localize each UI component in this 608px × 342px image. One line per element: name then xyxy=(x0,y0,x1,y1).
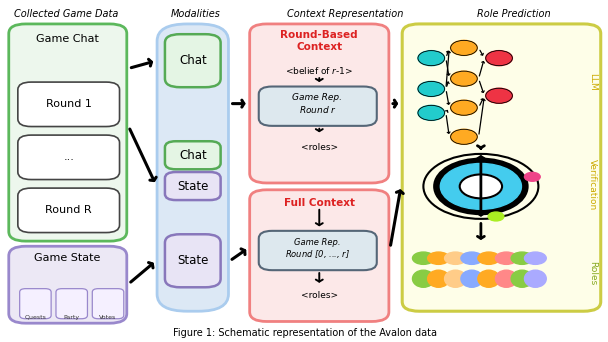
Text: Votes: Votes xyxy=(99,315,117,320)
FancyBboxPatch shape xyxy=(165,141,221,169)
Circle shape xyxy=(496,252,517,264)
Text: Roles: Roles xyxy=(589,262,598,286)
Text: Game State: Game State xyxy=(34,253,101,263)
Ellipse shape xyxy=(444,270,466,287)
FancyBboxPatch shape xyxy=(9,24,127,241)
FancyBboxPatch shape xyxy=(250,24,389,183)
Text: State: State xyxy=(177,254,209,267)
Ellipse shape xyxy=(496,270,517,287)
Circle shape xyxy=(418,81,444,96)
Circle shape xyxy=(486,88,513,103)
FancyBboxPatch shape xyxy=(92,289,124,319)
Text: Full Context: Full Context xyxy=(284,198,355,209)
FancyBboxPatch shape xyxy=(19,289,51,319)
Text: Party: Party xyxy=(64,315,80,320)
Text: <belief of $r$-1>: <belief of $r$-1> xyxy=(285,65,353,76)
Circle shape xyxy=(486,51,513,66)
FancyBboxPatch shape xyxy=(18,188,120,233)
Text: Game Rep.
Round $r$: Game Rep. Round $r$ xyxy=(292,93,342,115)
Circle shape xyxy=(451,129,477,144)
Circle shape xyxy=(412,252,434,264)
Ellipse shape xyxy=(412,270,434,287)
Text: Verification: Verification xyxy=(589,159,598,210)
Ellipse shape xyxy=(461,270,483,287)
Text: ...: ... xyxy=(63,152,74,162)
Circle shape xyxy=(440,163,522,209)
Circle shape xyxy=(511,252,533,264)
Circle shape xyxy=(444,252,466,264)
FancyBboxPatch shape xyxy=(9,246,127,323)
FancyBboxPatch shape xyxy=(250,190,389,321)
Circle shape xyxy=(488,212,504,221)
Text: Figure 1: Schematic representation of the Avalon data: Figure 1: Schematic representation of th… xyxy=(173,328,437,339)
Circle shape xyxy=(461,252,483,264)
FancyBboxPatch shape xyxy=(259,231,377,270)
Text: Game Rep.
Round [0, ..., $r$]: Game Rep. Round [0, ..., $r$] xyxy=(285,238,350,260)
Text: State: State xyxy=(177,180,209,193)
Circle shape xyxy=(418,51,444,66)
FancyBboxPatch shape xyxy=(402,24,601,311)
Circle shape xyxy=(451,100,477,115)
Text: Chat: Chat xyxy=(179,54,207,67)
FancyBboxPatch shape xyxy=(165,234,221,287)
FancyBboxPatch shape xyxy=(18,135,120,180)
Text: Round R: Round R xyxy=(46,205,92,215)
FancyBboxPatch shape xyxy=(165,34,221,87)
Circle shape xyxy=(525,252,546,264)
Text: <roles>: <roles> xyxy=(301,143,338,152)
Circle shape xyxy=(418,105,444,120)
FancyBboxPatch shape xyxy=(157,24,229,311)
Circle shape xyxy=(525,172,540,181)
Text: Round 1: Round 1 xyxy=(46,99,92,109)
Text: Quests: Quests xyxy=(24,315,46,320)
Circle shape xyxy=(451,40,477,55)
FancyBboxPatch shape xyxy=(56,289,88,319)
FancyBboxPatch shape xyxy=(18,82,120,127)
FancyBboxPatch shape xyxy=(165,172,221,200)
Text: Collected Game Data: Collected Game Data xyxy=(14,9,119,18)
Circle shape xyxy=(460,174,502,198)
FancyBboxPatch shape xyxy=(259,87,377,126)
Text: Modalities: Modalities xyxy=(170,9,220,18)
Text: <roles>: <roles> xyxy=(301,291,338,300)
Circle shape xyxy=(451,71,477,86)
Ellipse shape xyxy=(427,270,449,287)
Ellipse shape xyxy=(511,270,533,287)
Text: Role Prediction: Role Prediction xyxy=(477,9,551,18)
Circle shape xyxy=(427,252,449,264)
Ellipse shape xyxy=(478,270,500,287)
Text: LLM: LLM xyxy=(589,73,598,91)
Text: Context Representation: Context Representation xyxy=(286,9,403,18)
Text: Round-Based
Context: Round-Based Context xyxy=(280,30,358,52)
Text: Chat: Chat xyxy=(179,149,207,162)
Text: Game Chat: Game Chat xyxy=(36,34,99,44)
Ellipse shape xyxy=(525,270,546,287)
Circle shape xyxy=(478,252,500,264)
Circle shape xyxy=(437,162,525,211)
